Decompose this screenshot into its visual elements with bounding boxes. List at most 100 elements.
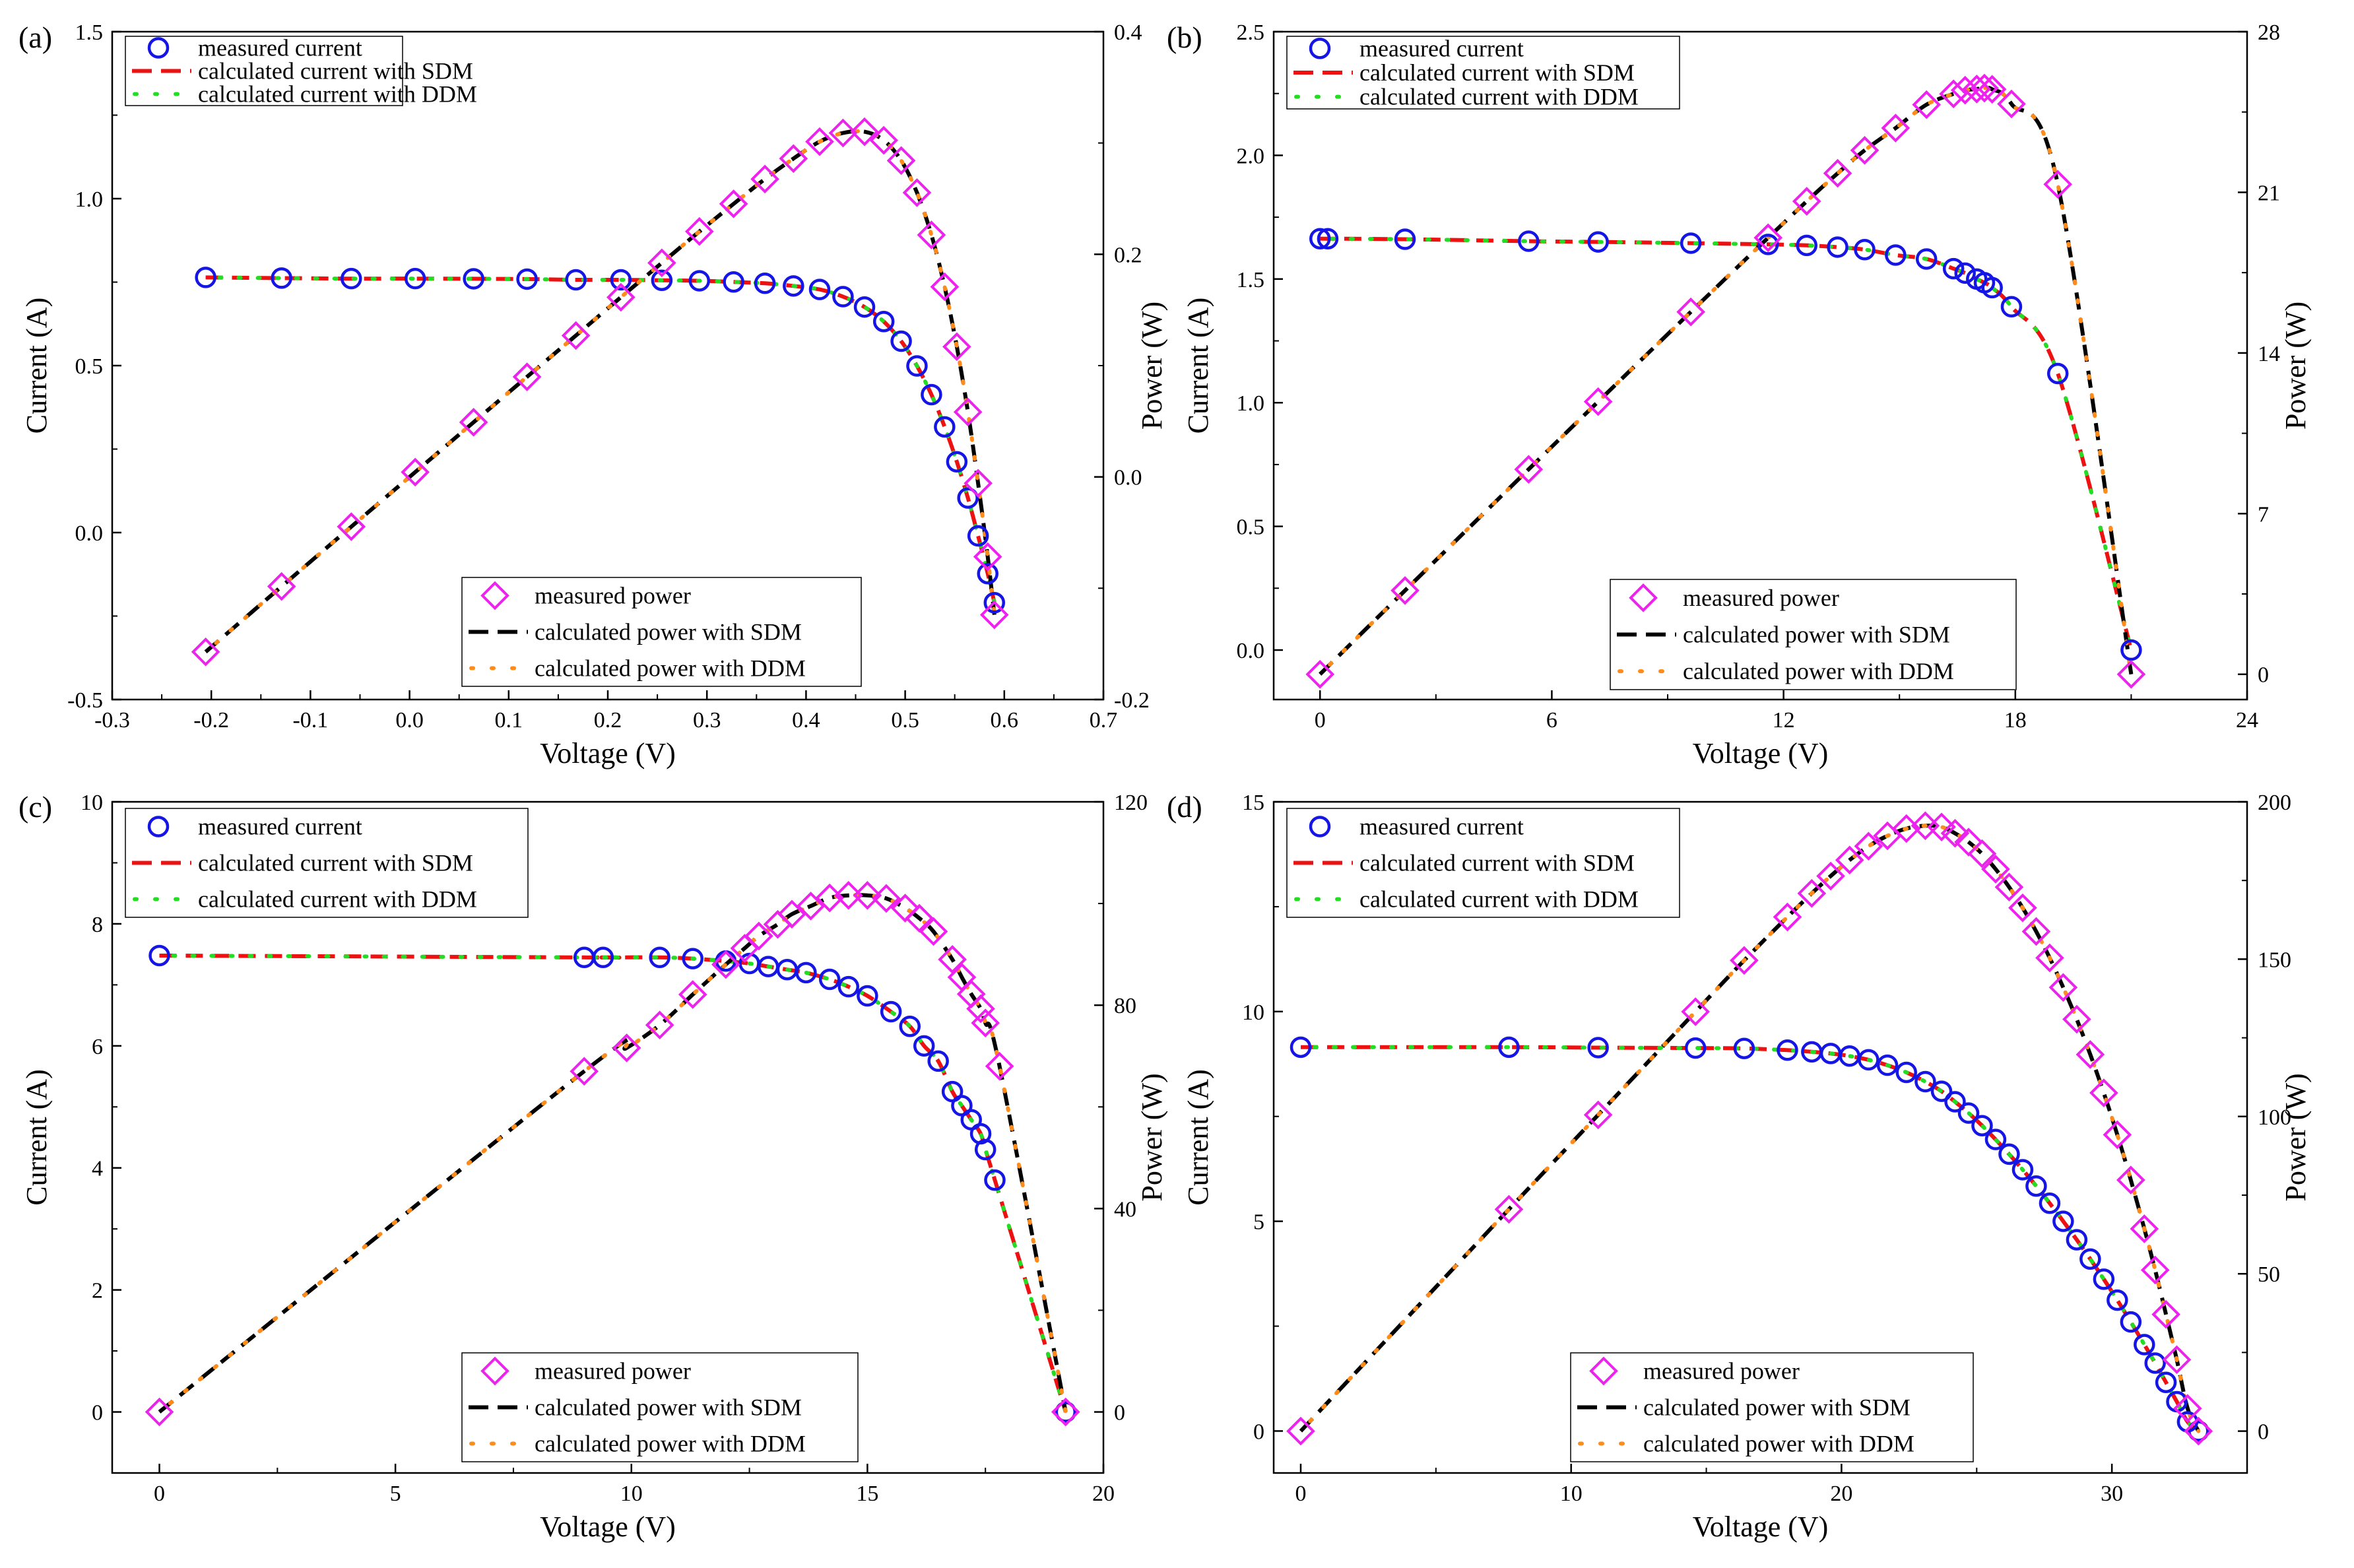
measured-current-point xyxy=(1981,277,2003,299)
y-tick-label: 0.0 xyxy=(1237,639,1265,663)
measured-power-point xyxy=(964,469,993,498)
measured-power-point xyxy=(779,144,808,174)
measured-current-point xyxy=(837,975,860,998)
measured-current-point xyxy=(899,1015,921,1037)
measured-power-point xyxy=(971,1008,1000,1037)
measured-power-point xyxy=(647,248,676,278)
y-axis-title: Current (A) xyxy=(20,1069,53,1206)
x-tick-label: 12 xyxy=(1773,708,1795,733)
measured-current-point xyxy=(1309,228,1331,249)
measured-current-point xyxy=(463,268,484,290)
measured-power-point xyxy=(2103,1120,2132,1150)
measured-current-point xyxy=(2120,1311,2142,1333)
measured-current-point xyxy=(723,271,744,293)
legend-label: measured current xyxy=(1359,814,1524,840)
measured-current-point xyxy=(1518,230,1540,252)
x-tick-label: -0.1 xyxy=(292,708,328,733)
x-tick-label: 20 xyxy=(1830,1482,1852,1506)
measured-power-point xyxy=(1583,1100,1613,1130)
measured-power-point xyxy=(1494,1194,1524,1224)
measured-current-point xyxy=(857,985,878,1007)
measured-current-point xyxy=(2093,1268,2115,1290)
measured-current-point xyxy=(2144,1352,2166,1374)
measured-current-point xyxy=(651,269,673,291)
y2-tick-label: 120 xyxy=(1114,791,1148,815)
x-axis-title: Voltage (V) xyxy=(540,737,676,769)
measured-power-point xyxy=(267,572,296,601)
measured-power-point xyxy=(1583,387,1613,416)
legend-box xyxy=(1610,579,2017,690)
measured-current-point xyxy=(2107,1289,2128,1311)
legend-box xyxy=(461,577,862,687)
y2-tick-label: 0.2 xyxy=(1114,243,1142,267)
measured-power-point xyxy=(612,1033,641,1062)
y-tick-label: 4 xyxy=(92,1157,103,1181)
panel-label: (a) xyxy=(18,20,52,54)
measured-current-point xyxy=(1876,1054,1899,1076)
measured-power-point xyxy=(979,600,1009,630)
measured-power-point xyxy=(796,892,826,921)
measured-current-point xyxy=(832,286,854,308)
legend-label: calculated current with DDM xyxy=(1359,886,1639,913)
x-tick-label: 24 xyxy=(2236,708,2258,733)
sdm-current-line xyxy=(1317,236,2134,651)
measured-power-point xyxy=(853,880,882,910)
legend-label: calculated power with DDM xyxy=(1683,658,1954,684)
y2-tick-label: 21 xyxy=(2258,181,2280,205)
x-tick-label: 0 xyxy=(1295,1482,1306,1506)
measured-current-point xyxy=(1854,238,1876,261)
measured-power-point xyxy=(1854,832,1883,861)
y-tick-label: 0.5 xyxy=(75,354,104,379)
measured-power-point xyxy=(1797,878,1827,908)
measured-current-point xyxy=(808,278,831,300)
y-tick-label: 10 xyxy=(81,791,103,815)
measured-power-point xyxy=(1823,158,1852,188)
measured-power-point xyxy=(145,1397,174,1427)
measured-power-point xyxy=(1681,997,1710,1026)
measured-current-point xyxy=(906,355,928,377)
measured-power-point xyxy=(1927,812,1956,841)
x-tick-label: 0.3 xyxy=(693,708,721,733)
measured-current-point xyxy=(983,592,1006,614)
measured-current-point xyxy=(1998,1143,2020,1165)
legend-label: calculated current with DDM xyxy=(1359,84,1639,110)
measured-current-point xyxy=(682,948,703,969)
measured-power-point xyxy=(890,894,920,923)
x-tick-label: 30 xyxy=(2101,1482,2123,1506)
measured-current-point xyxy=(853,296,876,318)
measured-current-point xyxy=(516,268,538,290)
y2-tick-label: 0 xyxy=(1114,1401,1125,1425)
x-tick-label: 0.5 xyxy=(891,708,919,733)
legend-marker xyxy=(1629,583,1658,612)
measured-current-point xyxy=(649,946,670,969)
legend-label: calculated current with SDM xyxy=(198,58,473,84)
measured-current-point xyxy=(688,270,711,292)
legend-label: calculated power with SDM xyxy=(535,1394,802,1421)
measured-power-point xyxy=(711,950,740,979)
y2-axis-title: Power (W) xyxy=(2279,302,2312,430)
measured-power-point xyxy=(401,457,430,487)
measured-current-point xyxy=(795,962,817,984)
measured-power-point xyxy=(678,980,707,1009)
measured-power-point xyxy=(828,118,858,148)
y-tick-label: 1.5 xyxy=(1237,268,1265,292)
panel-label: (b) xyxy=(1167,20,1202,54)
measured-power-point xyxy=(459,408,488,437)
measured-current-point xyxy=(2011,1159,2034,1181)
panel-label: (c) xyxy=(18,790,52,824)
measured-power-point xyxy=(869,125,898,155)
measured-power-point xyxy=(886,146,916,176)
measured-power-point xyxy=(1912,90,1942,119)
measured-power-point xyxy=(850,117,879,147)
legend-label: measured power xyxy=(1683,585,1839,611)
panel-label: (d) xyxy=(1167,790,1202,824)
measured-power-point xyxy=(917,220,946,249)
measured-power-point xyxy=(2089,1078,2118,1107)
x-tick-label: -0.3 xyxy=(94,708,130,733)
y-tick-label: 1.0 xyxy=(75,187,104,212)
y-tick-label: 5 xyxy=(1253,1210,1264,1235)
measured-power-point xyxy=(805,127,834,156)
measured-current-point xyxy=(1944,1091,1966,1113)
measured-current-point xyxy=(921,383,942,406)
legend-label: calculated power with DDM xyxy=(535,1431,806,1457)
